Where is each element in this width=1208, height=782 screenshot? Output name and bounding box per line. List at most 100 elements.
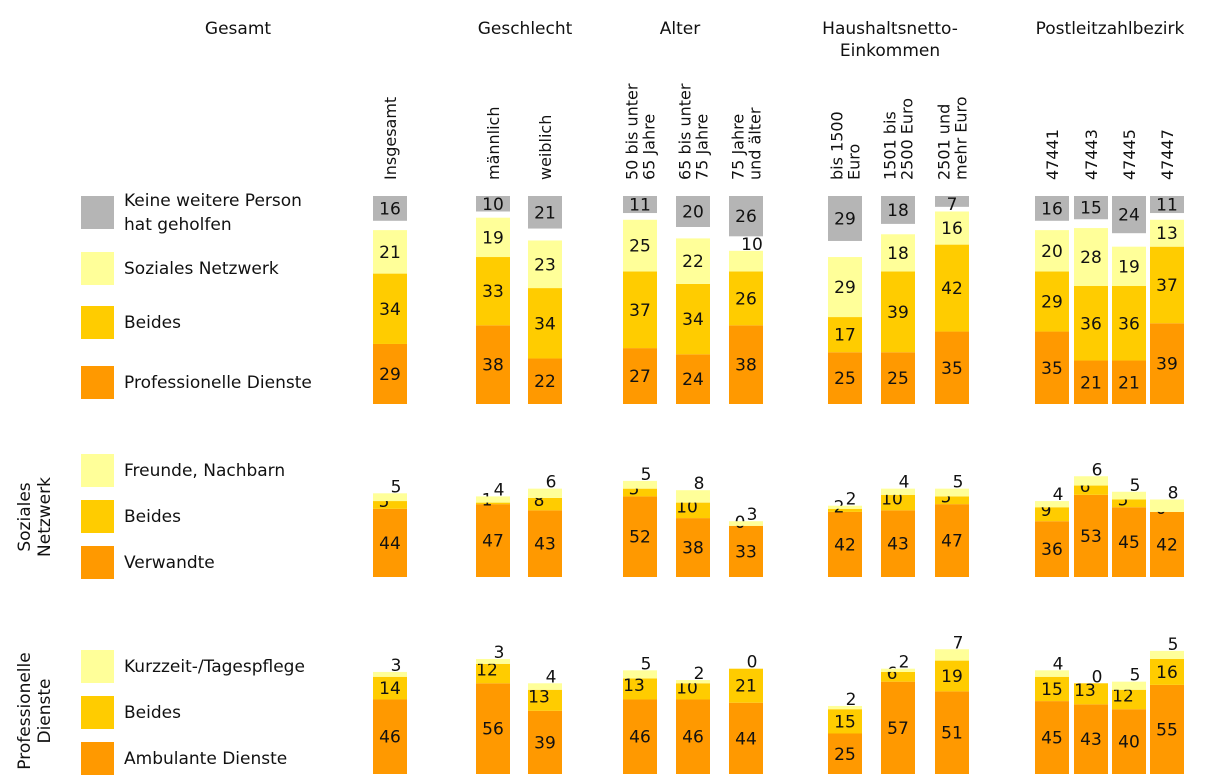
value-label-soziales-netzwerk-1501-bis-2500-euro: 18 bbox=[887, 244, 909, 264]
bar-soziales-netzwerk-75-jahre-und-lter bbox=[729, 250, 763, 272]
bar-keine-weitere-person-weiblich bbox=[528, 196, 562, 229]
column-header-mehr-euro: mehr Euro bbox=[952, 97, 971, 181]
bar-verwandte-1501-bis-2500-euro bbox=[881, 510, 915, 577]
value-label-soziales-netzwerk-47441: 20 bbox=[1041, 242, 1063, 262]
value-label-verwandte-1501-bis-2500-euro: 43 bbox=[887, 535, 909, 555]
bar-ambulante-dienste-1501-bis-2500-euro bbox=[881, 681, 915, 774]
value-label-kurzzeit-tagespflege-47445: 5 bbox=[1130, 666, 1141, 686]
bar-verwandte-weiblich bbox=[528, 510, 562, 577]
value-label-professionelle-dienste-50-bis-unter-65-jahre: 27 bbox=[629, 367, 651, 387]
legend-label-beides: Beides bbox=[124, 507, 181, 527]
bar-soziales-netzwerk-47447 bbox=[1150, 219, 1184, 247]
value-label-soziales-netzwerk-75-jahre-und-lter: 10 bbox=[741, 235, 763, 255]
value-label-beides-47443: 36 bbox=[1080, 314, 1102, 334]
value-label-freunde-nachbarn-75-jahre-und-lter: 3 bbox=[747, 505, 758, 525]
value-label-soziales-netzwerk-weiblich: 23 bbox=[534, 255, 556, 275]
value-label-ambulante-dienste-bis-1500-euro: 25 bbox=[834, 745, 856, 765]
value-label-keine-weitere-person-50-bis-unter-65-jahre: 11 bbox=[629, 196, 651, 216]
bar-keine-weitere-person-47445 bbox=[1112, 196, 1146, 234]
value-label-ambulante-dienste-50-bis-unter-65-jahre: 46 bbox=[629, 728, 651, 748]
value-label-beides-65-bis-unter-75-jahre: 34 bbox=[682, 310, 704, 330]
value-label-beides-50-bis-unter-65-jahre: 37 bbox=[629, 301, 651, 321]
column-header-m-nnlich: männlich bbox=[484, 107, 503, 181]
value-label-beides-m-nnlich: 33 bbox=[482, 282, 504, 302]
bar-ambulante-dienste-weiblich bbox=[528, 710, 562, 774]
value-label-beides-weiblich: 13 bbox=[528, 687, 550, 707]
bar-freunde-nachbarn-47443 bbox=[1074, 476, 1108, 486]
group-header-gesamt: Gesamt bbox=[205, 19, 271, 39]
value-label-keine-weitere-person-m-nnlich: 10 bbox=[482, 195, 504, 215]
bar-professionelle-dienste-weiblich bbox=[528, 358, 562, 404]
value-label-kurzzeit-tagespflege-47441: 4 bbox=[1053, 654, 1064, 674]
group-header-einkommen: Einkommen bbox=[840, 41, 940, 61]
bar-kurzzeit-tagespflege-2501-und-mehr-euro bbox=[935, 649, 969, 661]
value-label-freunde-nachbarn-m-nnlich: 4 bbox=[494, 480, 505, 500]
value-label-kurzzeit-tagespflege-insgesamt: 3 bbox=[391, 656, 402, 676]
legend-label-hat-geholfen: hat geholfen bbox=[124, 215, 232, 235]
value-label-professionelle-dienste-47443: 21 bbox=[1080, 373, 1102, 393]
bar-verwandte-47443 bbox=[1074, 494, 1108, 577]
bar-kurzzeit-tagespflege-47447 bbox=[1150, 650, 1184, 659]
group-header-alter: Alter bbox=[660, 19, 700, 39]
column-header-bis-1500: bis 1500 bbox=[828, 111, 847, 180]
bar-beides-2501-und-mehr-euro bbox=[935, 244, 969, 332]
value-label-freunde-nachbarn-2501-und-mehr-euro: 5 bbox=[953, 473, 964, 493]
bar-ambulante-dienste-47447 bbox=[1150, 684, 1184, 774]
value-label-freunde-nachbarn-47443: 6 bbox=[1092, 460, 1103, 480]
column-header-47447: 47447 bbox=[1158, 129, 1177, 180]
bar-beides-75-jahre-und-lter bbox=[729, 668, 763, 703]
bar-verwandte-47445 bbox=[1112, 507, 1146, 577]
bar-soziales-netzwerk-65-bis-unter-75-jahre bbox=[676, 238, 710, 284]
value-label-beides-75-jahre-und-lter: 26 bbox=[735, 289, 757, 309]
value-label-beides-bis-1500-euro: 17 bbox=[834, 326, 856, 346]
column-header-2501-und: 2501 und bbox=[935, 104, 954, 180]
value-label-kurzzeit-tagespflege-1501-bis-2500-euro: 2 bbox=[899, 653, 910, 673]
value-label-kurzzeit-tagespflege-65-bis-unter-75-jahre: 2 bbox=[694, 664, 705, 684]
bar-beides-65-bis-unter-75-jahre bbox=[676, 683, 710, 700]
bar-soziales-netzwerk-bis-1500-euro bbox=[828, 257, 862, 318]
value-label-kurzzeit-tagespflege-weiblich: 4 bbox=[546, 667, 557, 687]
bar-keine-weitere-person-insgesamt bbox=[373, 196, 407, 221]
value-label-kurzzeit-tagespflege-bis-1500-euro: 2 bbox=[846, 690, 857, 710]
bar-freunde-nachbarn-insgesamt bbox=[373, 493, 407, 502]
bar-keine-weitere-person-50-bis-unter-65-jahre bbox=[623, 196, 657, 214]
value-label-beides-50-bis-unter-65-jahre: 5 bbox=[629, 480, 640, 500]
value-label-verwandte-50-bis-unter-65-jahre: 52 bbox=[629, 528, 651, 548]
bar-keine-weitere-person-47441 bbox=[1035, 196, 1069, 221]
group-header-geschlecht: Geschlecht bbox=[478, 19, 573, 39]
value-label-freunde-nachbarn-47445: 5 bbox=[1130, 476, 1141, 496]
bar-professionelle-dienste-75-jahre-und-lter bbox=[729, 325, 763, 404]
column-header-insgesamt: Insgesamt bbox=[381, 97, 400, 180]
column-header-1501-bis: 1501 bis bbox=[881, 111, 900, 180]
value-label-beides-47441: 29 bbox=[1041, 293, 1063, 313]
value-label-beides-47445: 36 bbox=[1118, 314, 1140, 334]
bar-beides-weiblich bbox=[528, 497, 562, 511]
bar-beides-50-bis-unter-65-jahre bbox=[623, 678, 657, 700]
value-label-beides-47445: 12 bbox=[1112, 686, 1134, 706]
value-label-soziales-netzwerk-65-bis-unter-75-jahre: 22 bbox=[682, 252, 704, 272]
value-label-beides-47441: 15 bbox=[1041, 680, 1063, 700]
bar-kurzzeit-tagespflege-1501-bis-2500-euro bbox=[881, 668, 915, 672]
bar-verwandte-bis-1500-euro bbox=[828, 511, 862, 577]
bar-beides-47443 bbox=[1074, 286, 1108, 361]
value-label-freunde-nachbarn-47447: 8 bbox=[1168, 484, 1179, 504]
value-label-ambulante-dienste-m-nnlich: 56 bbox=[482, 720, 504, 740]
column-header-euro: Euro bbox=[845, 144, 864, 180]
bar-soziales-netzwerk-47443 bbox=[1074, 228, 1108, 287]
bar-beides-65-bis-unter-75-jahre bbox=[676, 283, 710, 355]
legend-label-soziales-netzwerk: Soziales Netzwerk bbox=[124, 259, 279, 279]
bar-professionelle-dienste-65-bis-unter-75-jahre bbox=[676, 354, 710, 404]
bar-beides-47447 bbox=[1150, 246, 1184, 324]
legend-swatch-freunde-nachbarn bbox=[81, 454, 114, 487]
bar-keine-weitere-person-47443 bbox=[1074, 196, 1108, 220]
value-label-verwandte-insgesamt: 44 bbox=[379, 534, 401, 554]
value-label-ambulante-dienste-weiblich: 39 bbox=[534, 733, 556, 753]
bar-ambulante-dienste-insgesamt bbox=[373, 699, 407, 774]
bar-freunde-nachbarn-47447 bbox=[1150, 499, 1184, 512]
bar-professionelle-dienste-m-nnlich bbox=[476, 325, 510, 404]
legend-label-professionelle-dienste: Professionelle Dienste bbox=[124, 373, 312, 393]
value-label-freunde-nachbarn-47441: 4 bbox=[1053, 485, 1064, 505]
value-label-keine-weitere-person-47441: 16 bbox=[1041, 199, 1063, 219]
legend-label-keine-weitere-person: Keine weitere Person bbox=[124, 191, 302, 211]
bar-freunde-nachbarn-2501-und-mehr-euro bbox=[935, 488, 969, 497]
